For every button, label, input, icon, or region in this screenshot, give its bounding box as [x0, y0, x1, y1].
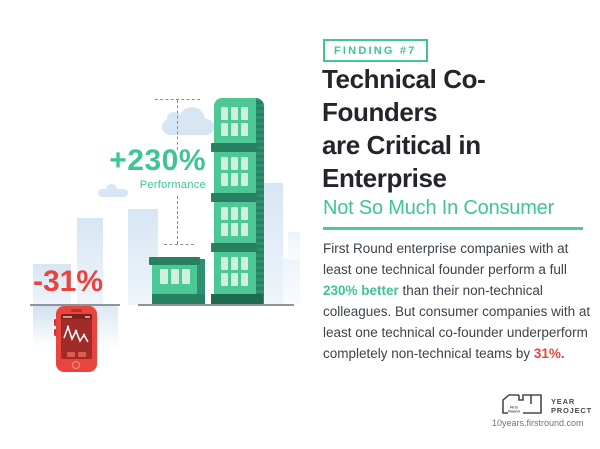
- ground-line-left: [30, 304, 120, 306]
- building-window: [221, 223, 228, 236]
- declining-chart-icon: [63, 324, 89, 343]
- logo-project-label: PROJECT: [551, 406, 593, 415]
- building-window: [221, 157, 228, 170]
- tower-floor-band: [211, 193, 257, 202]
- building-window: [231, 257, 238, 270]
- body-text-1: First Round enterprise companies with at…: [323, 241, 569, 277]
- tower-windows-floor4: [221, 257, 248, 286]
- phone-screen: [61, 314, 92, 359]
- building-window: [231, 273, 238, 286]
- tower-building-base: [211, 294, 263, 304]
- subheadline: Not So Much In Consumer: [323, 197, 555, 219]
- building-window: [221, 173, 228, 186]
- short-building-windows: [160, 269, 190, 284]
- background-building-silhouette: [263, 183, 283, 305]
- phone-app-tile: [78, 352, 86, 357]
- building-window: [231, 223, 238, 236]
- building-window: [221, 207, 228, 220]
- cloud-icon: [98, 184, 128, 197]
- headline-line-2: Founders: [322, 97, 438, 127]
- headline-line-3: are Critical in: [322, 130, 481, 160]
- enterprise-performance-caption: Performance: [139, 179, 206, 191]
- tower-windows-floor3: [221, 207, 248, 236]
- logo-word-first: First: [510, 406, 519, 410]
- logo-wordmark: YEAR PROJECT: [551, 397, 592, 415]
- building-window: [182, 269, 190, 284]
- measure-line-vertical: [177, 100, 178, 150]
- building-window: [231, 173, 238, 186]
- background-building-silhouette: [288, 232, 300, 260]
- short-building-roof-band: [149, 257, 200, 265]
- body-paragraph: First Round enterprise companies with at…: [323, 238, 591, 364]
- building-window: [221, 107, 228, 120]
- building-window: [241, 107, 248, 120]
- enterprise-performance-value: +230%: [109, 144, 206, 177]
- phone-status-bar: [61, 314, 92, 319]
- background-building-silhouette: [33, 264, 71, 305]
- measure-line-top-cap: [155, 99, 200, 100]
- building-window: [241, 173, 248, 186]
- background-building-silhouette: [77, 218, 103, 305]
- finding-badge: FINDING #7: [323, 39, 428, 62]
- short-building-side: [197, 259, 205, 304]
- building-window: [231, 107, 238, 120]
- cloud-icon: [162, 107, 214, 135]
- phone-app-tile: [67, 352, 75, 357]
- consumer-phone-illustration: [54, 306, 97, 372]
- building-window: [171, 269, 179, 284]
- tower-windows-floor1: [221, 107, 248, 136]
- logo-year-label: YEAR: [551, 397, 576, 406]
- short-building-base: [152, 294, 205, 304]
- building-window: [241, 257, 248, 270]
- building-window: [221, 123, 228, 136]
- logo-word-round: Round: [508, 410, 519, 414]
- tower-windows-floor2: [221, 157, 248, 186]
- consumer-performance-value: -31%: [32, 265, 104, 298]
- building-window: [241, 123, 248, 136]
- background-building-silhouette: [283, 258, 300, 305]
- green-highlight: 230% better: [323, 283, 399, 298]
- tower-floor-band: [211, 243, 257, 252]
- building-window: [241, 273, 248, 286]
- building-window: [221, 273, 228, 286]
- body-text-2: than their non-technical colleagues. But…: [323, 283, 591, 361]
- headline: Technical Co- Founders are Critical in E…: [322, 63, 590, 195]
- ground-line-right: [138, 304, 294, 306]
- measure-line-vertical: [177, 196, 178, 244]
- measure-line-bottom-cap: [164, 244, 194, 245]
- building-window: [241, 223, 248, 236]
- phone-home-button: [72, 361, 80, 369]
- tower-building-side: [256, 98, 264, 304]
- building-window: [241, 157, 248, 170]
- ten-year-project-logo: First Round: [502, 394, 542, 414]
- red-highlight: 31%.: [533, 346, 565, 361]
- headline-line-1: Technical Co-: [322, 64, 486, 94]
- building-window: [221, 257, 228, 270]
- phone-speaker: [71, 309, 82, 312]
- site-url: 10years.firstround.com: [492, 418, 584, 428]
- building-window: [160, 269, 168, 284]
- building-window: [231, 123, 238, 136]
- tower-floor-band: [211, 143, 257, 152]
- headline-line-4: Enterprise: [322, 163, 447, 193]
- green-divider: [323, 227, 583, 230]
- building-window: [241, 207, 248, 220]
- phone-side-button: [54, 319, 57, 326]
- building-window: [231, 207, 238, 220]
- phone-side-button: [54, 329, 57, 336]
- enterprise-performance-label: +230% Performance: [94, 144, 206, 192]
- building-window: [231, 157, 238, 170]
